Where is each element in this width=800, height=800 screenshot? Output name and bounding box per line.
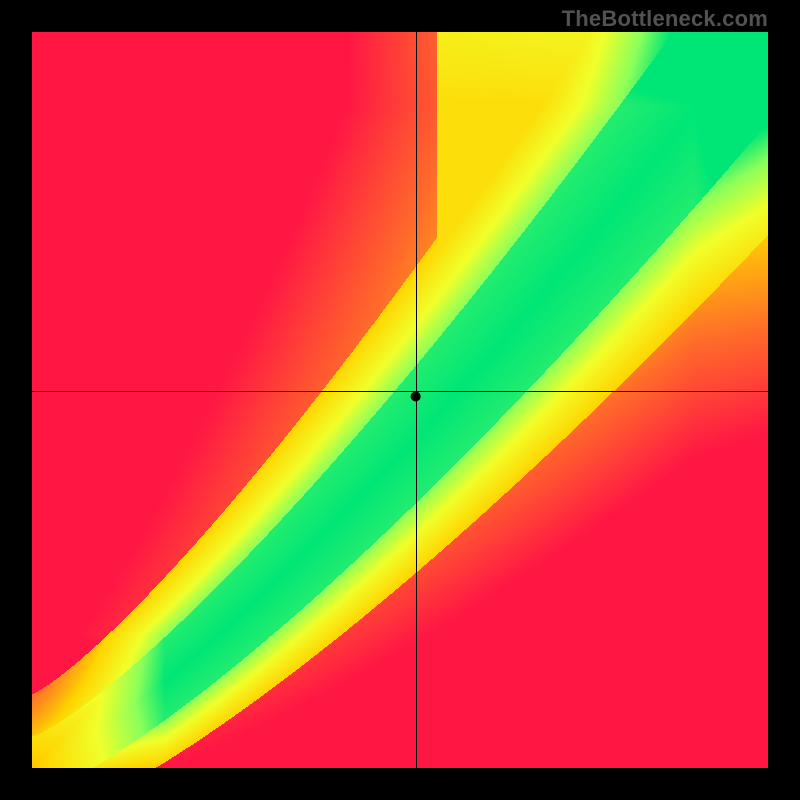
heatmap-canvas [32,32,768,768]
watermark-label: TheBottleneck.com [562,6,768,32]
chart-container: TheBottleneck.com [0,0,800,800]
